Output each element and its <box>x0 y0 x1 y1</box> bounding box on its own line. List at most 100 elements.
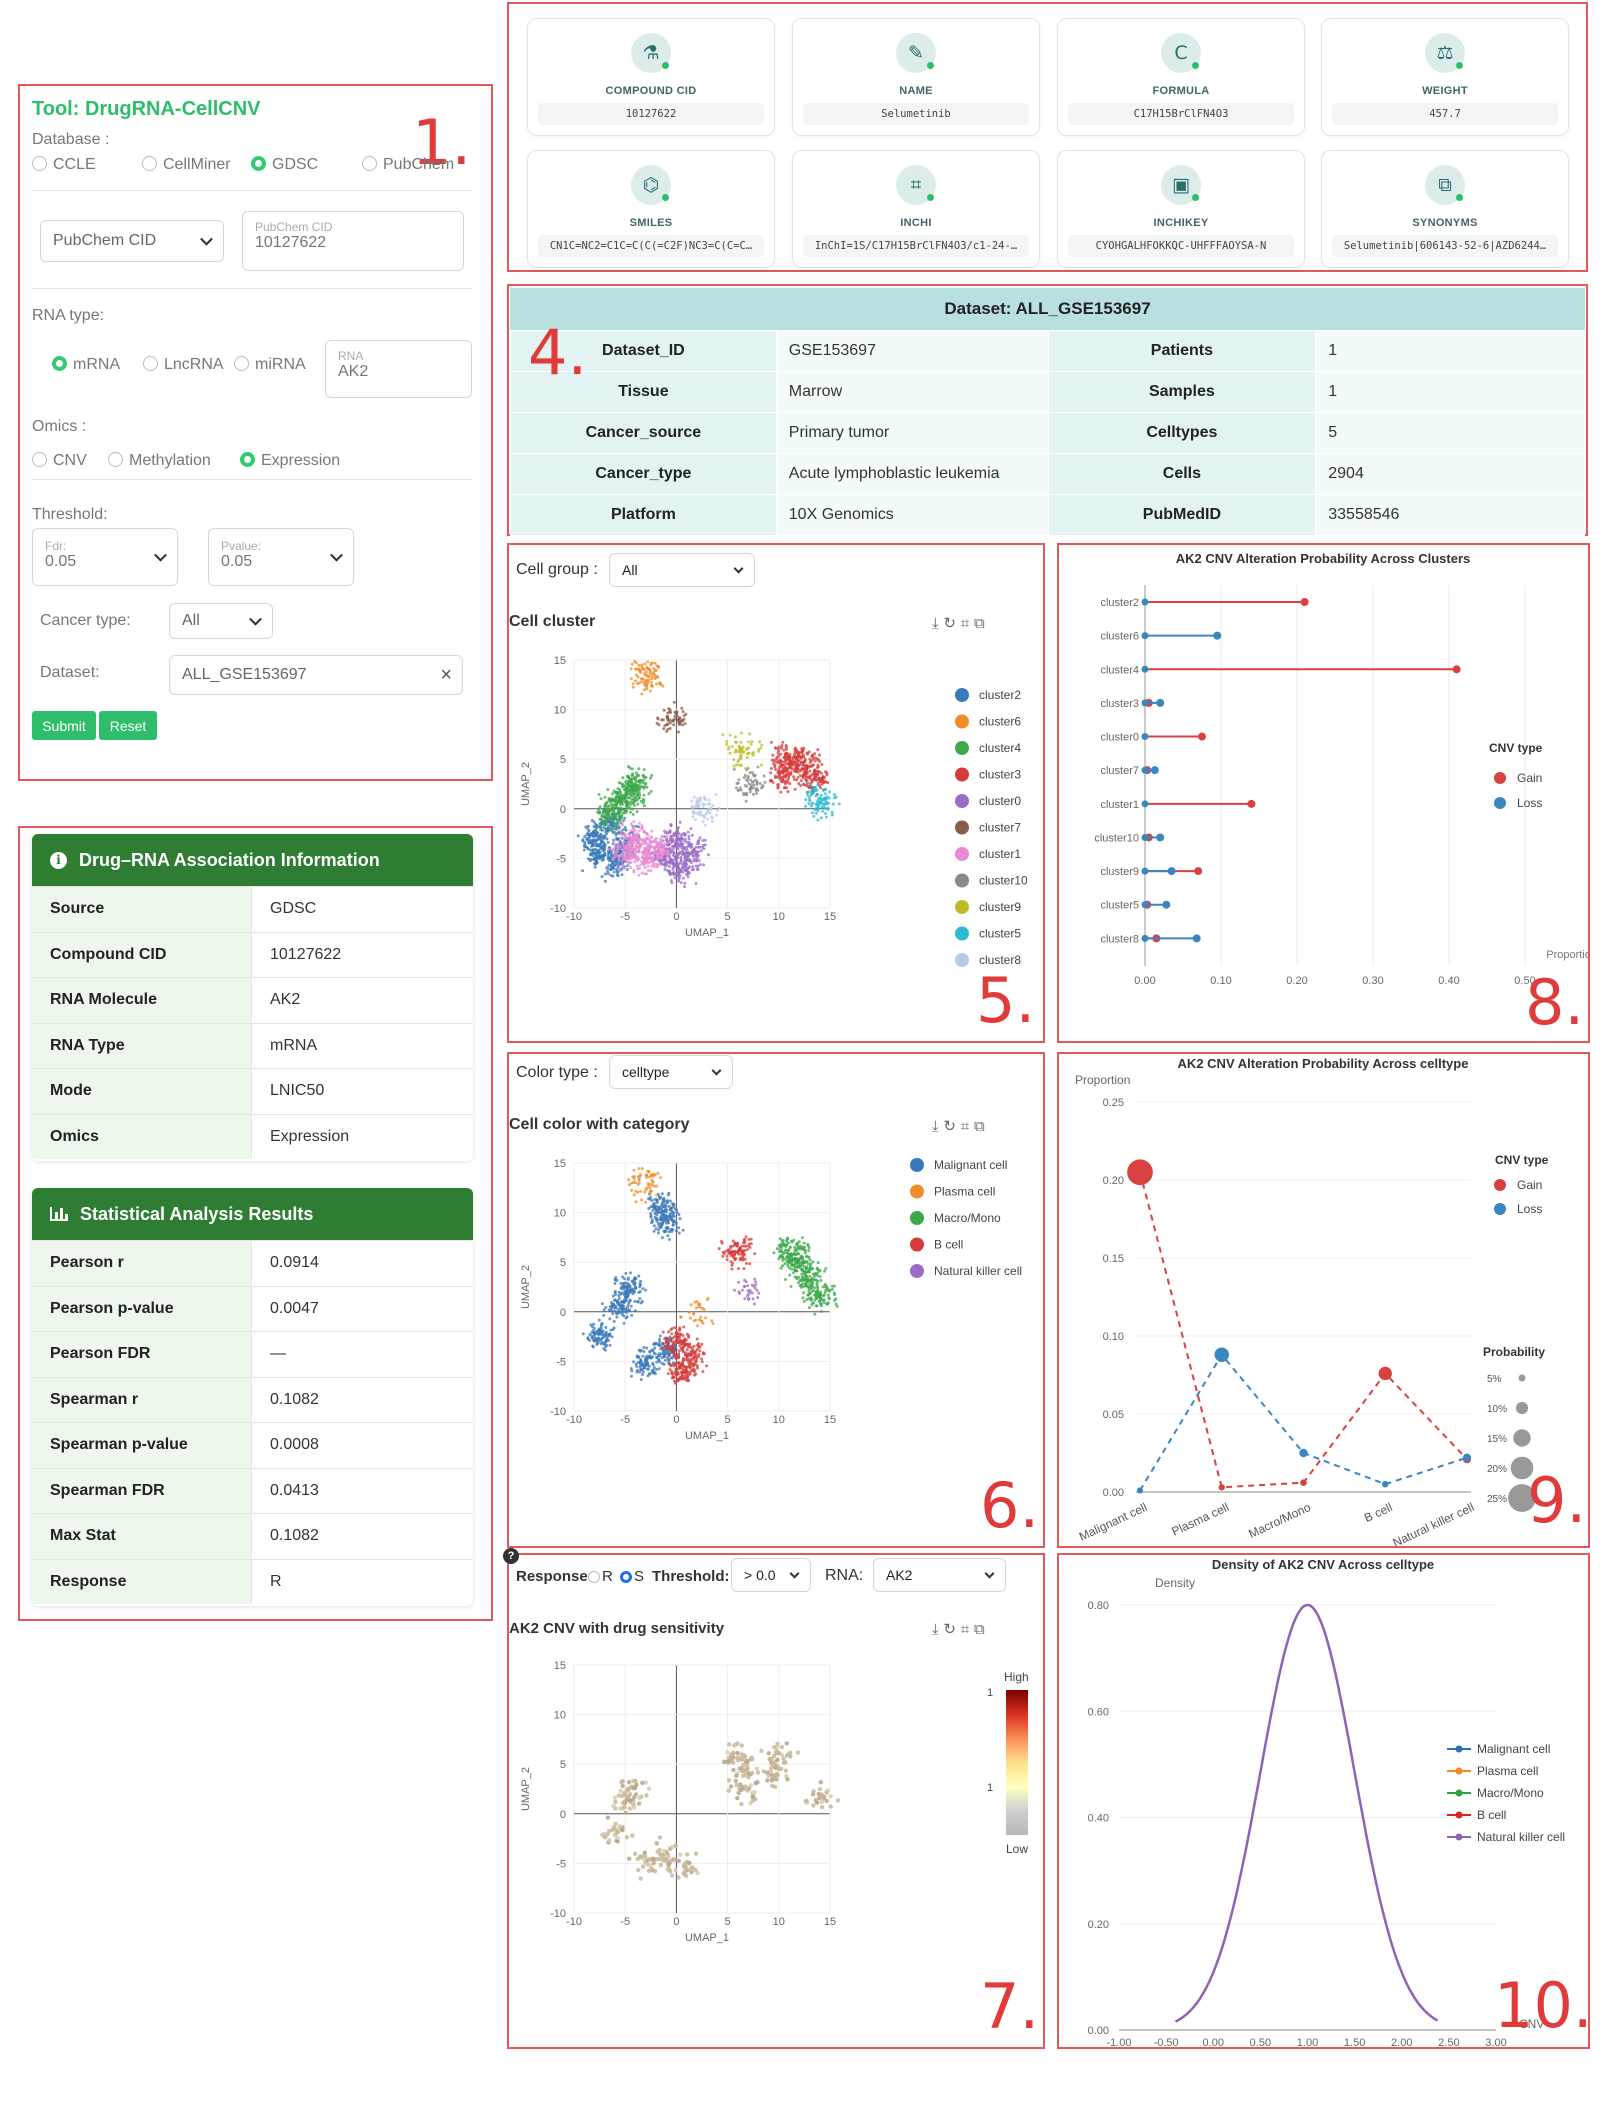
cell-point <box>652 1868 658 1874</box>
rna-type-mirna[interactable]: miRNA <box>234 356 306 374</box>
cell-point <box>657 1205 661 1209</box>
refresh-icon[interactable]: ↻ <box>943 1620 956 1638</box>
database-pubchem[interactable]: PubChem <box>362 156 454 174</box>
zoom-icon[interactable]: ⌗ <box>960 614 970 632</box>
cell-point <box>634 786 638 790</box>
divider <box>32 479 472 480</box>
cell-point <box>594 829 598 833</box>
cell-point <box>769 1778 775 1783</box>
omics-cnv[interactable]: CNV <box>32 452 87 470</box>
fdr-select[interactable]: Fdr: 0.05 <box>32 528 178 586</box>
rna-type-label: RNA type: <box>32 307 105 324</box>
cell-point <box>643 662 647 666</box>
database-cellminer[interactable]: CellMiner <box>142 156 231 174</box>
database-gdsc[interactable]: GDSC <box>251 156 318 174</box>
cell-point <box>595 844 599 848</box>
restore-icon[interactable]: ⧉ <box>974 614 985 632</box>
cell-point <box>812 814 816 818</box>
pubchem-cid-input[interactable]: PubChem CID 10127622 <box>242 211 464 271</box>
section-10-number: 10. <box>1494 1969 1593 2042</box>
cell-point <box>661 834 665 838</box>
cell-point <box>814 811 818 815</box>
refresh-icon[interactable]: ↻ <box>943 614 956 632</box>
reset-button[interactable]: Reset <box>99 711 157 740</box>
info-row: Spearman FDR 0.0413 <box>32 1467 473 1513</box>
cell-point <box>792 1263 796 1267</box>
chevron-down-icon <box>200 232 213 246</box>
cell-point <box>623 816 627 820</box>
cell-point <box>657 1228 661 1232</box>
color-type-select[interactable]: celltype <box>609 1055 733 1089</box>
rna-type-lncrna[interactable]: LncRNA <box>143 356 224 374</box>
dataset-key: Celltypes <box>1047 412 1317 454</box>
cell-point <box>697 1302 701 1306</box>
cell-point <box>726 1760 731 1765</box>
database-ccle[interactable]: CCLE <box>32 156 96 174</box>
cluster-cnv-lollipop-chart: AK2 CNV Alteration Probability Across Cl… <box>1094 551 1588 987</box>
cell-point <box>640 1780 645 1786</box>
cell-point <box>730 1263 734 1267</box>
pvalue-select[interactable]: Pvalue: 0.05 <box>208 528 354 586</box>
restore-icon[interactable]: ⧉ <box>974 1117 985 1135</box>
cell-point <box>695 1337 699 1341</box>
section-4-number: 4. <box>528 316 588 389</box>
cell-point <box>835 1798 841 1803</box>
omics-methylation[interactable]: Methylation <box>108 452 211 470</box>
cell-point <box>677 862 681 866</box>
zoom-icon[interactable]: ⌗ <box>960 1117 970 1135</box>
cell-point <box>744 1235 748 1239</box>
cell-point <box>700 1360 704 1364</box>
cell-point <box>802 760 806 764</box>
cell-point <box>746 776 750 780</box>
rna-select[interactable]: AK2 <box>873 1558 1006 1592</box>
cell-point <box>727 1251 731 1255</box>
colorbar[interactable] <box>1006 1690 1028 1835</box>
download-icon[interactable]: ⤓ <box>932 614 939 632</box>
refresh-icon[interactable]: ↻ <box>943 1117 956 1135</box>
id-type-select[interactable]: PubChem CID <box>40 220 224 262</box>
cell-point <box>632 1281 636 1285</box>
cell-group-select[interactable]: All <box>609 553 755 587</box>
cell-point <box>650 864 654 868</box>
response-r[interactable]: R <box>588 1568 613 1585</box>
cell-point <box>643 858 647 862</box>
download-icon[interactable]: ⤓ <box>932 1620 939 1638</box>
stats-rows: Pearson r 0.0914 Pearson p-value 0.0047 Pear… <box>32 1240 473 1604</box>
cell-point <box>624 1284 628 1288</box>
cancer-type-select[interactable]: All <box>169 603 273 639</box>
cell-point <box>606 872 610 876</box>
cell-point <box>629 1304 633 1308</box>
cell-point <box>687 854 691 858</box>
submit-button[interactable]: Submit <box>32 711 96 740</box>
legend-swatch <box>955 688 969 702</box>
cell-point <box>678 874 682 878</box>
cell-point <box>632 1360 636 1364</box>
cell-point <box>691 867 695 871</box>
help-icon[interactable]: ? <box>503 1548 519 1564</box>
cell-point <box>823 1269 827 1273</box>
cell-point <box>644 670 648 674</box>
cell-point <box>677 879 681 883</box>
y-axis-label: UMAP_2 <box>520 762 532 806</box>
cell-point <box>678 1338 682 1342</box>
rna-type-mrna[interactable]: mRNA <box>52 356 120 374</box>
cell-point <box>632 820 636 824</box>
cell-point <box>800 1278 804 1282</box>
cell-point <box>613 1821 618 1827</box>
flask-icon: ⚗ <box>631 33 671 73</box>
cell-point <box>689 1869 694 1875</box>
threshold-select[interactable]: > 0.0 <box>731 1558 811 1592</box>
series-point <box>1462 1453 1472 1462</box>
omics-expression[interactable]: Expression <box>240 452 340 470</box>
download-icon[interactable]: ⤓ <box>932 1117 939 1135</box>
restore-icon[interactable]: ⧉ <box>974 1620 985 1638</box>
cell-point <box>711 1322 715 1326</box>
response-s[interactable]: S <box>620 1568 644 1585</box>
cell-point <box>642 1346 646 1350</box>
rna-input[interactable]: RNA AK2 <box>325 340 472 398</box>
clear-icon[interactable]: × <box>440 663 452 686</box>
dataset-select[interactable]: ALL_GSE153697 × <box>169 655 463 695</box>
cell-point <box>804 1260 808 1264</box>
zoom-icon[interactable]: ⌗ <box>960 1620 970 1638</box>
y-tick-label: cluster4 <box>1100 664 1139 676</box>
